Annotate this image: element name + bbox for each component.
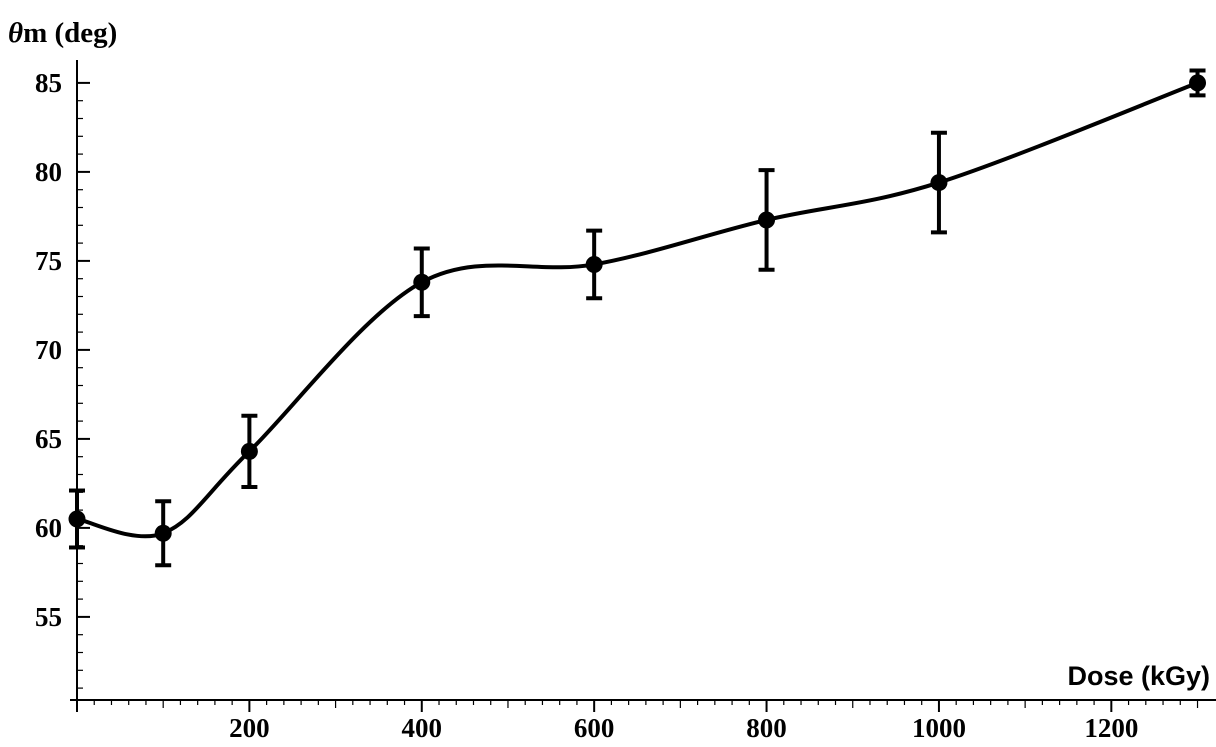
x-tick-label: 1000: [912, 713, 966, 743]
data-point: [68, 510, 86, 528]
y-tick-label: 60: [35, 513, 62, 543]
y-tick-label: 75: [35, 246, 62, 276]
data-point: [413, 273, 431, 291]
data-point: [240, 442, 258, 460]
y-axis-label-symbol: θ: [8, 17, 23, 49]
series-line: [76, 81, 1199, 539]
x-tick-label: 200: [229, 713, 270, 743]
data-point: [930, 174, 948, 192]
data-point: [585, 255, 603, 273]
x-axis: 200 400 600 800 1000 1200 Dose (kGy): [70, 661, 1216, 743]
y-tick-label: 80: [35, 157, 62, 187]
y-tick-label: 85: [35, 68, 62, 98]
data-point: [1189, 74, 1207, 92]
y-axis: 55 60 65 70 75 80 85 θm (deg): [8, 17, 117, 712]
y-tick-label: 55: [35, 602, 62, 632]
y-ticks: 55 60 65 70 75 80 85: [35, 68, 90, 689]
x-axis-label: Dose (kGy): [1067, 661, 1210, 691]
data-point: [154, 524, 172, 542]
y-axis-label-rest: m (deg): [23, 17, 117, 49]
x-tick-label: 800: [746, 713, 787, 743]
x-ticks: 200 400 600 800 1000 1200: [93, 700, 1199, 743]
y-tick-label: 65: [35, 424, 62, 454]
data-point: [758, 211, 776, 229]
x-tick-label: 600: [574, 713, 615, 743]
x-tick-label: 400: [402, 713, 443, 743]
y-axis-label: θm (deg): [8, 17, 117, 49]
series-layer: [68, 68, 1207, 568]
y-tick-label: 70: [35, 335, 62, 365]
x-tick-label: 1200: [1084, 713, 1138, 743]
